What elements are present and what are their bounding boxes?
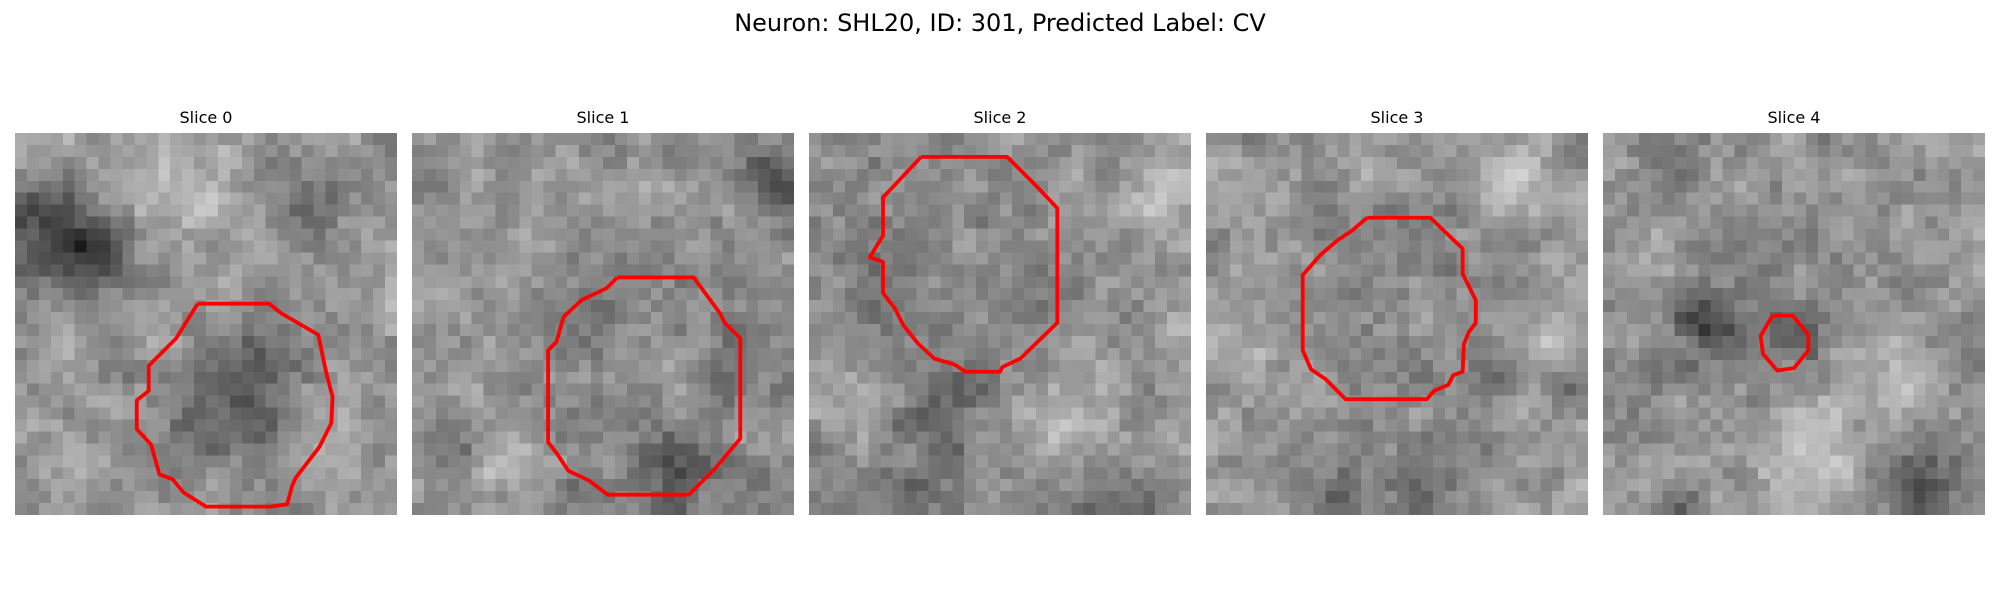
em-image bbox=[1603, 133, 1985, 515]
slice-image bbox=[412, 133, 794, 515]
slice-image bbox=[1206, 133, 1588, 515]
slice-title: Slice 3 bbox=[1370, 108, 1424, 127]
slice-image bbox=[1603, 133, 1985, 515]
figure-title: Neuron: SHL20, ID: 301, Predicted Label:… bbox=[734, 9, 1266, 37]
segmentation-contour bbox=[867, 154, 1060, 374]
slice-title: Slice 1 bbox=[576, 108, 630, 127]
contour-overlay bbox=[546, 275, 743, 497]
slice-image bbox=[15, 133, 397, 515]
slice-panel-4: Slice 4 bbox=[1603, 108, 1985, 515]
slice-panel-1: Slice 1 bbox=[412, 108, 794, 515]
em-image bbox=[809, 133, 1191, 515]
slice-panel-0: Slice 0 bbox=[15, 108, 397, 515]
slice-panel-3: Slice 3 bbox=[1206, 108, 1588, 515]
contour-overlay bbox=[134, 301, 335, 509]
slice-title: Slice 0 bbox=[179, 108, 233, 127]
slice-title: Slice 4 bbox=[1767, 108, 1821, 127]
slice-image bbox=[809, 133, 1191, 515]
contour-overlay bbox=[1300, 215, 1478, 402]
segmentation-contour bbox=[1300, 215, 1478, 402]
segmentation-contour bbox=[1758, 313, 1811, 373]
slice-panel-2: Slice 2 bbox=[809, 108, 1191, 515]
contour-overlay bbox=[867, 154, 1060, 374]
slice-title: Slice 2 bbox=[973, 108, 1027, 127]
em-image bbox=[1206, 133, 1588, 515]
segmentation-contour bbox=[546, 275, 743, 497]
segmentation-contour bbox=[134, 301, 335, 509]
em-image bbox=[15, 133, 397, 515]
contour-overlay bbox=[1758, 313, 1811, 373]
